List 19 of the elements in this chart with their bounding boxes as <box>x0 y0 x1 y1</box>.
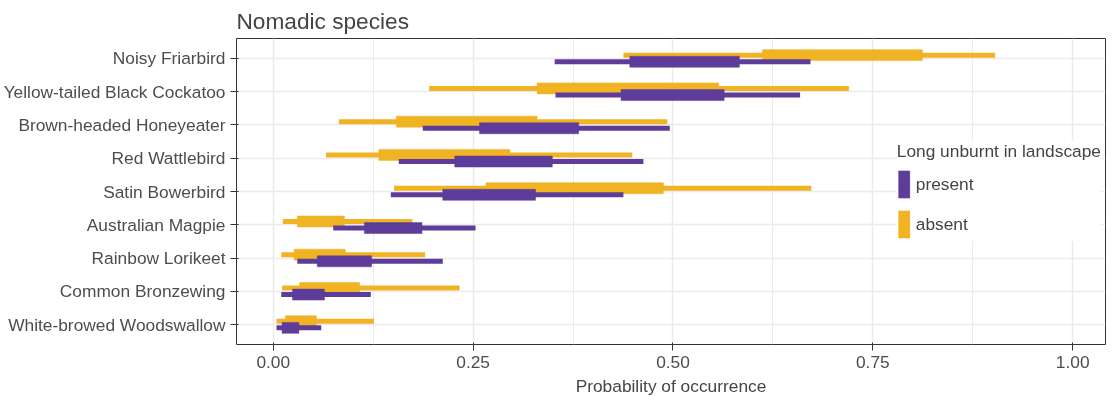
legend-label: present <box>915 172 974 196</box>
x-tick-label: 0.00 <box>256 351 291 372</box>
chart-title: Nomadic species <box>236 7 410 34</box>
x-tick-label: 0.50 <box>656 351 690 372</box>
y-tick-label: Brown-headed Honeyeater <box>18 114 226 135</box>
legend-title: Long unburnt in landscape <box>896 141 1101 162</box>
x-tick-label: 1.00 <box>1055 351 1090 372</box>
legend-label: absent <box>915 212 968 236</box>
y-tick-label: White-browed Woodswallow <box>8 314 226 335</box>
y-tick-label: Australian Magpie <box>86 214 226 235</box>
y-tick-label: Common Bronzewing <box>59 281 226 302</box>
x-tick-label: 0.25 <box>456 351 491 372</box>
x-axis-title: Probability of occurrence <box>575 375 767 396</box>
x-tick-label: 0.75 <box>856 351 890 372</box>
y-tick-label: Rainbow Lorikeet <box>91 248 226 269</box>
y-tick-label: Yellow-tailed Black Cockatoo <box>3 81 226 102</box>
y-tick-label: Red Wattlebird <box>111 148 226 169</box>
y-tick-label: Satin Bowerbird <box>103 181 226 202</box>
y-tick-label: Noisy Friarbird <box>112 48 226 69</box>
